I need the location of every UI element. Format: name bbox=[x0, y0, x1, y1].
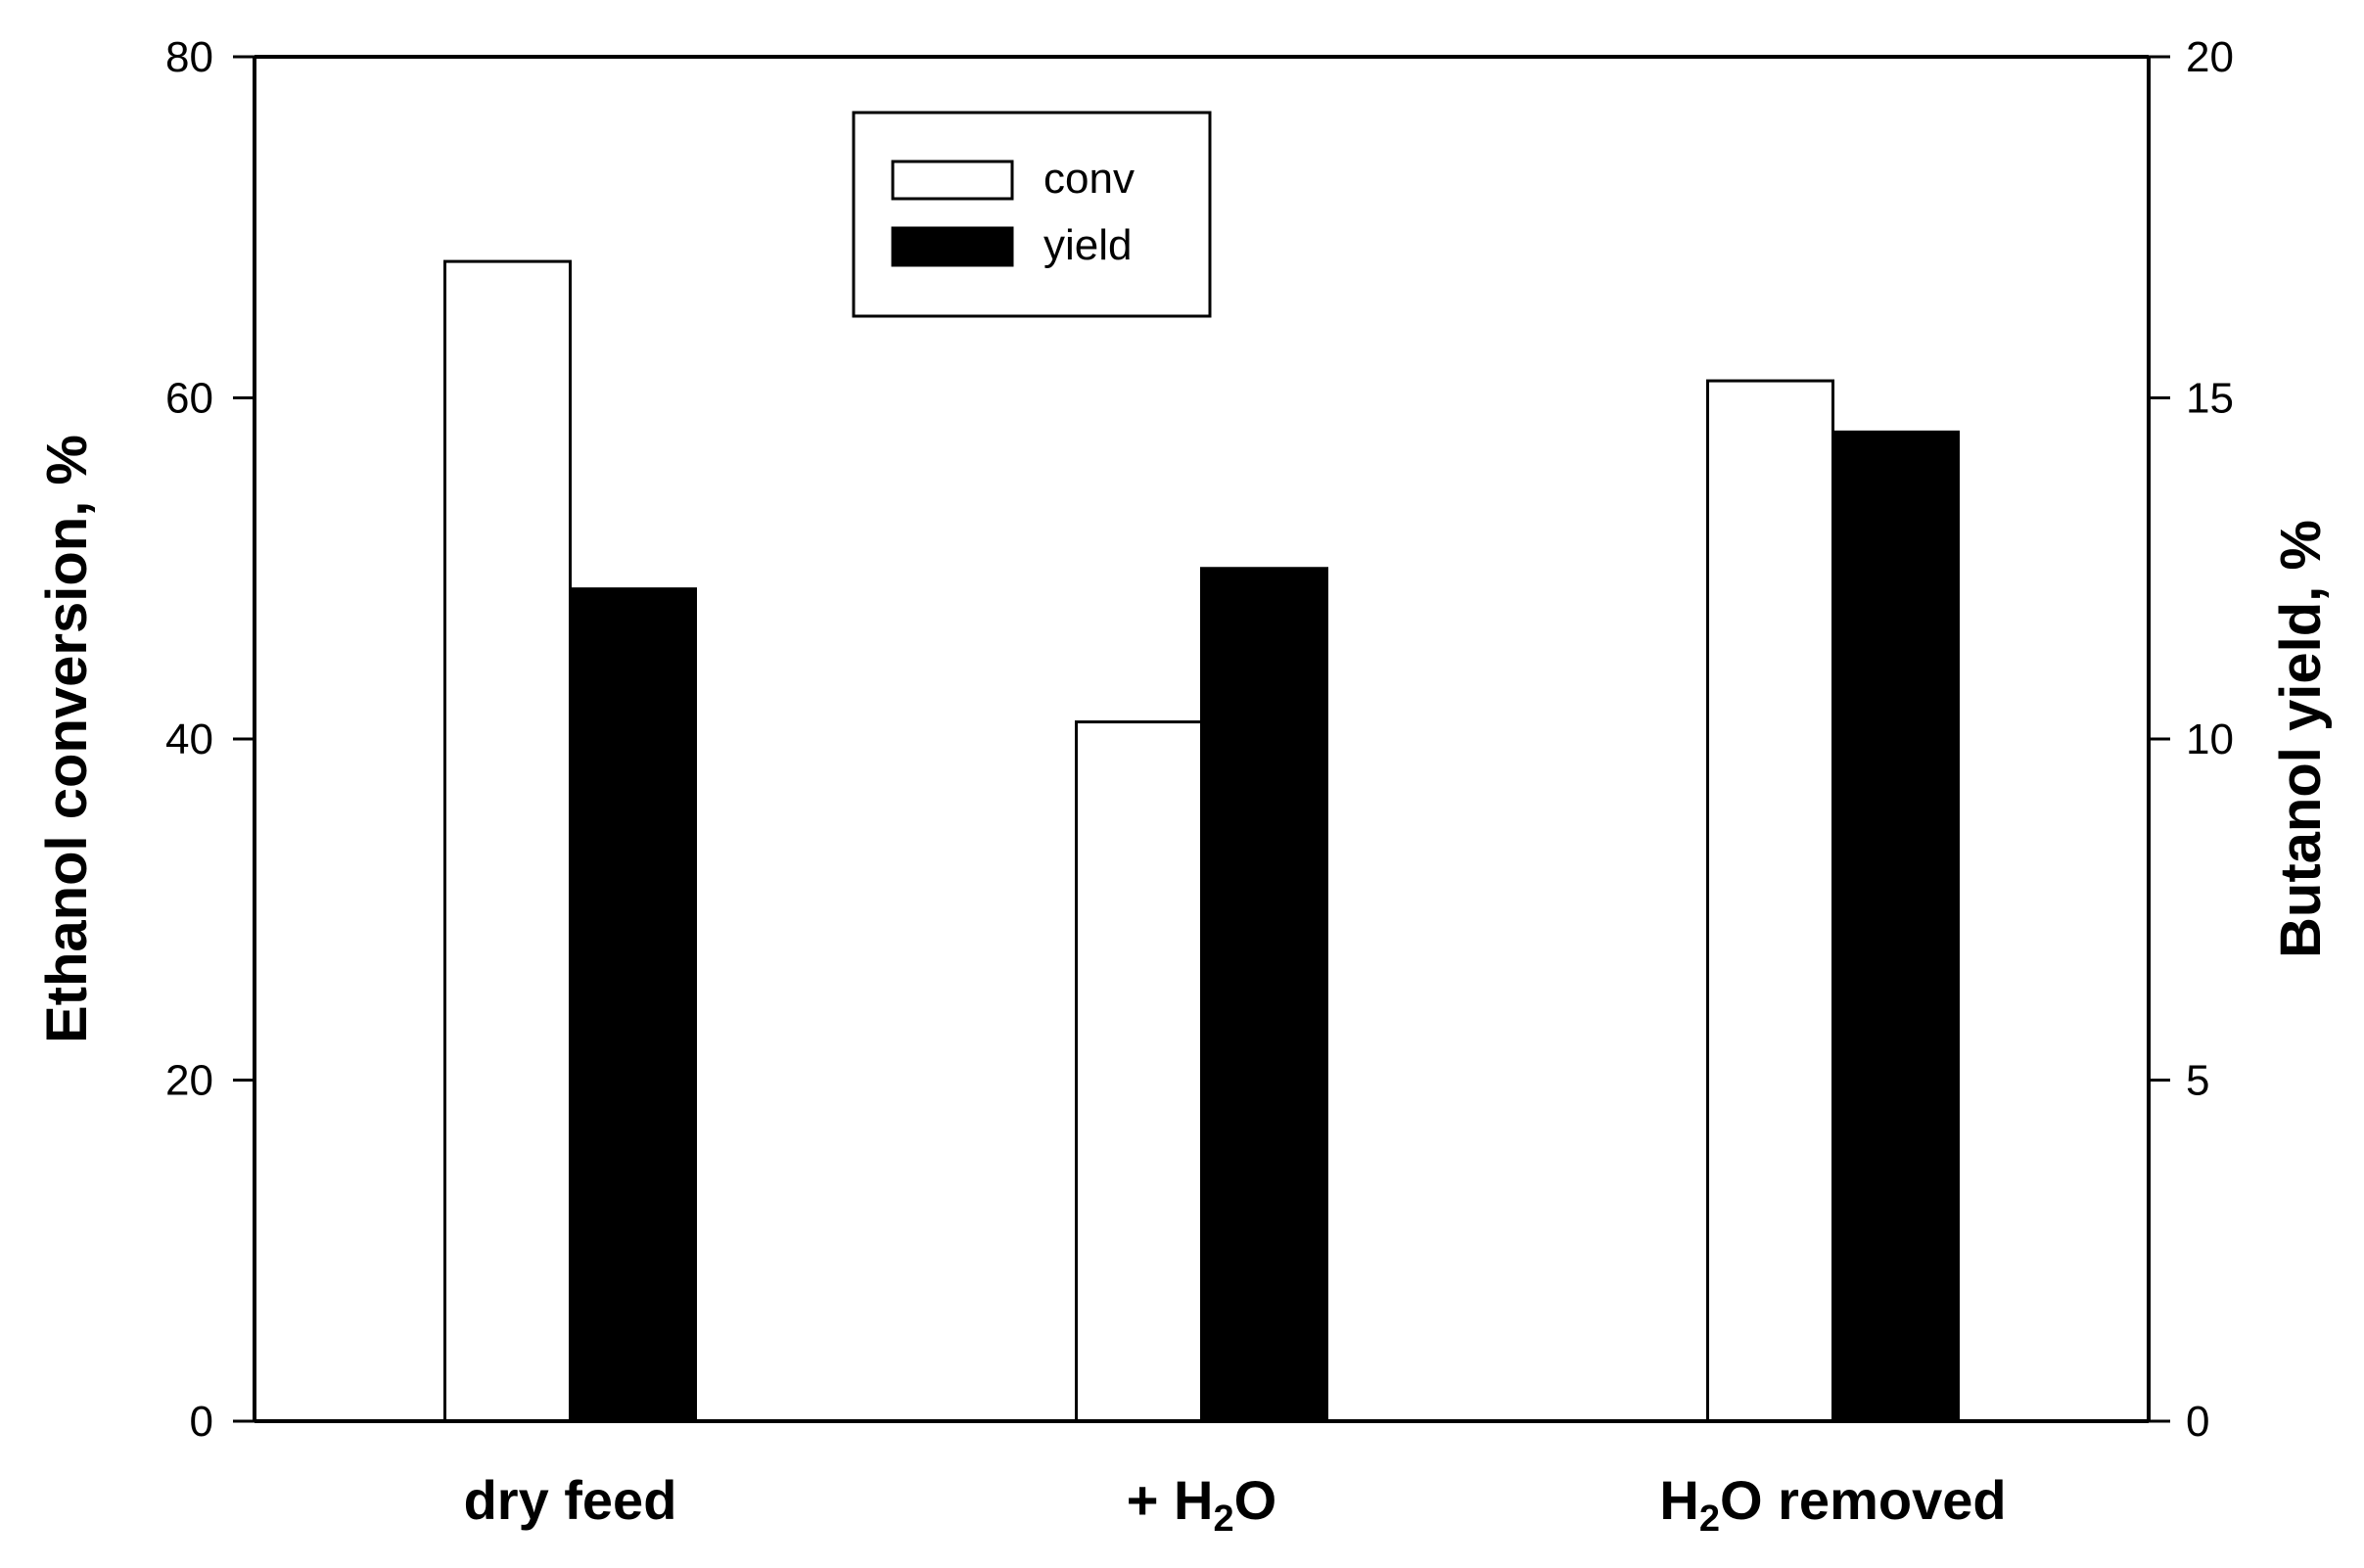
right-tick-label-3: 10 bbox=[2186, 715, 2234, 763]
right-tick-label-1: 0 bbox=[2186, 1398, 2209, 1446]
category-label-1: dry feed bbox=[464, 1469, 677, 1531]
axes-layer bbox=[233, 55, 2170, 1423]
right-tick-label-5: 20 bbox=[2186, 33, 2234, 81]
legend-swatch-yield bbox=[891, 226, 1014, 267]
legend-label-conv: conv bbox=[1043, 155, 1135, 203]
bar-yield-1 bbox=[569, 587, 697, 1423]
bar-conv-2 bbox=[1075, 720, 1203, 1423]
left-tick-label-2: 20 bbox=[165, 1057, 213, 1105]
category-label-2: + H2O bbox=[1127, 1469, 1276, 1540]
bar-yield-2 bbox=[1200, 567, 1328, 1423]
bars-layer bbox=[443, 259, 1960, 1423]
category-label-3: H2O removed bbox=[1659, 1469, 2006, 1540]
bar-conv-3 bbox=[1706, 379, 1834, 1423]
right-tick-label-2: 5 bbox=[2186, 1057, 2209, 1105]
left-tick-label-3: 40 bbox=[165, 715, 213, 763]
left-axis-title: Ethanol conversion, % bbox=[35, 435, 99, 1043]
legend: conv yield bbox=[852, 111, 1212, 318]
right-axis-title: Butanol yield, % bbox=[2269, 520, 2333, 958]
right-tick-label-4: 15 bbox=[2186, 375, 2234, 423]
legend-box bbox=[852, 111, 1212, 318]
labels-layer: dry feed + H2O H2O removed 0 20 40 60 80 0 5 10 15 2… bbox=[35, 33, 2333, 1540]
left-tick-label-1: 0 bbox=[190, 1398, 213, 1446]
left-tick-label-4: 60 bbox=[165, 375, 213, 423]
left-tick-label-5: 80 bbox=[165, 33, 213, 81]
legend-label-yield: yield bbox=[1043, 221, 1133, 269]
legend-swatch-conv bbox=[891, 160, 1014, 201]
bar-yield-3 bbox=[1831, 430, 1960, 1423]
bar-conv-1 bbox=[443, 259, 572, 1423]
